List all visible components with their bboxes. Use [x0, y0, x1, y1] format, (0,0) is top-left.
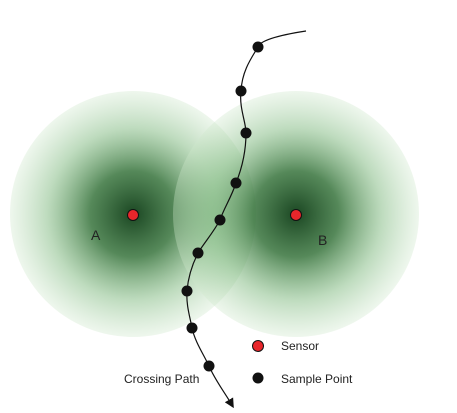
sample-point: [240, 127, 252, 139]
sample-point: [214, 214, 226, 226]
sample-point: [252, 41, 264, 53]
zone-a-label: A: [91, 227, 101, 243]
sample-point: [230, 177, 242, 189]
zone-b-label: B: [318, 232, 327, 248]
legend-sample-point-label: Sample Point: [281, 372, 353, 386]
sample-point: [235, 85, 247, 97]
legend-sensor-icon: [252, 340, 264, 352]
legend-sensor-label: Sensor: [281, 339, 319, 353]
sample-point: [203, 360, 215, 372]
sample-point: [192, 247, 204, 259]
sensor-b: [290, 209, 302, 221]
sensor-a: [127, 209, 139, 221]
crossing-path-label: Crossing Path: [124, 372, 199, 386]
legend-sample-point-icon: [252, 372, 264, 384]
sample-point: [186, 322, 198, 334]
sample-point: [181, 285, 193, 297]
legend: Sensor Sample Point: [252, 339, 353, 386]
